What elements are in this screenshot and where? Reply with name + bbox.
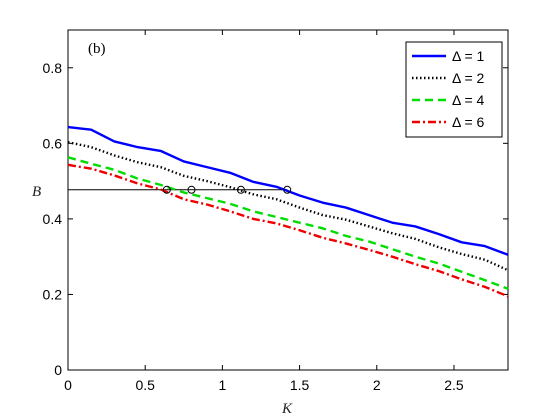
intersection-marker — [162, 185, 171, 194]
x-tick-label: 0.5 — [135, 377, 155, 393]
series-line-4 — [67, 163, 509, 298]
x-tick-label: 2 — [373, 377, 381, 393]
x-tick-label: 2.5 — [444, 377, 464, 393]
x-tick-label: 0 — [64, 377, 72, 393]
panel-label: (b) — [88, 41, 106, 57]
y-tick-label: 0.6 — [43, 135, 63, 151]
y-tick-label: 0.2 — [43, 286, 63, 302]
x-tick-label: 1.5 — [290, 377, 310, 393]
series-line-3 — [67, 156, 509, 290]
legend: Δ = 1 Δ = 2 Δ = 4 Δ = 6 — [405, 41, 503, 138]
intersection-marker — [283, 185, 292, 194]
legend-box — [405, 41, 503, 138]
series-line-1 — [67, 125, 509, 256]
legend-label-3: Δ = 4 — [452, 92, 485, 108]
x-tick-label: 1 — [218, 377, 226, 393]
y-tick-label: 0 — [54, 362, 62, 378]
intersection-marker — [236, 185, 245, 194]
marker-layer — [162, 185, 292, 194]
legend-label-1: Δ = 1 — [452, 48, 485, 64]
axis-ticks: 0 0.5 1 1.5 2 2.5 0 0.2 0.4 0.6 0.8 — [43, 30, 508, 393]
legend-label-4: Δ = 6 — [452, 114, 485, 130]
series-layer — [67, 125, 509, 298]
intersection-marker — [187, 185, 196, 194]
y-axis-label: B — [32, 184, 41, 200]
legend-label-2: Δ = 2 — [452, 70, 485, 86]
x-axis-label: K — [281, 401, 293, 417]
series-line-2 — [67, 141, 509, 272]
y-tick-label: 0.8 — [43, 60, 63, 76]
y-tick-label: 0.4 — [43, 211, 63, 227]
